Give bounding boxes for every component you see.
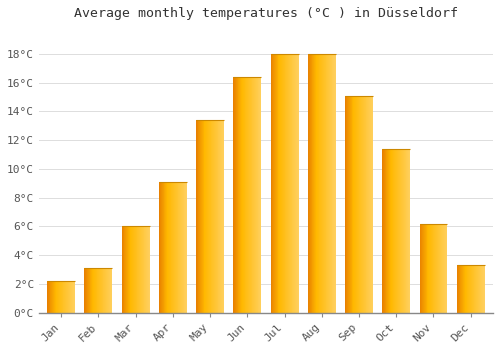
Bar [382, 149, 383, 313]
Title: Average monthly temperatures (°C ) in Düsseldorf: Average monthly temperatures (°C ) in Dü… [74, 7, 458, 20]
Bar [196, 120, 197, 313]
Bar [84, 268, 85, 313]
Bar [457, 265, 458, 313]
Bar [159, 182, 160, 313]
Bar [47, 281, 48, 313]
Bar [270, 54, 272, 313]
Bar [345, 96, 346, 313]
